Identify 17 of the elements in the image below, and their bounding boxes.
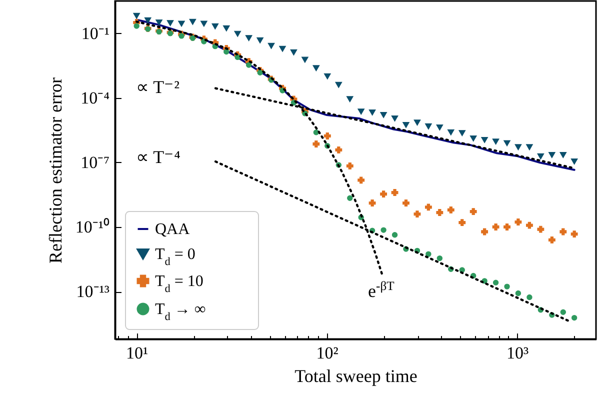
legend-label: T$_{d}$ → ∞	[155, 301, 206, 323]
annotation: e$^{-βT}$	[368, 279, 395, 301]
legend-label: T$_{d}$ = 10	[155, 273, 204, 295]
x-tick-label: 10³	[506, 344, 529, 362]
y-tick-label: 10⁻¹	[81, 24, 110, 43]
y-axis-title: Reflection estimator error	[45, 78, 66, 264]
legend-label: QAA	[155, 221, 190, 238]
y-tick-label: 10⁻⁴	[80, 88, 110, 108]
y-tick-label: 10⁻¹³	[76, 282, 110, 302]
legend-label: T$_{d}$ = 0	[155, 246, 196, 268]
x-tick-label: 10²	[316, 344, 338, 362]
y-tick-label: 10⁻¹⁰	[75, 217, 110, 236]
y-tick-label: 10⁻⁷	[80, 152, 110, 172]
x-axis-title: Total sweep time	[294, 366, 418, 386]
annotation: ∝ T⁻⁴	[136, 147, 180, 167]
x-tick-label: 10¹	[126, 344, 148, 362]
annotation: ∝ T⁻²	[136, 77, 180, 97]
